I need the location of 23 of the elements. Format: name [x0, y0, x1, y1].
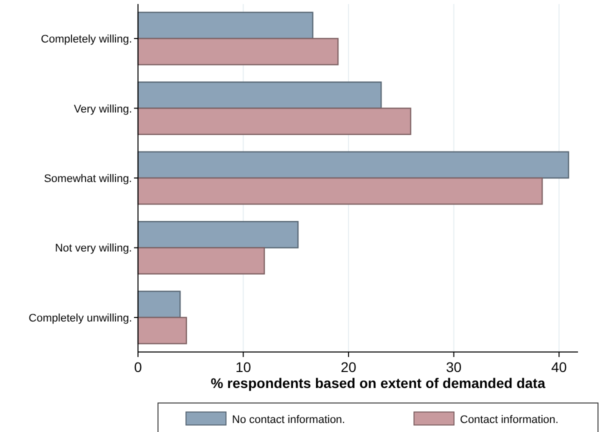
- legend-label: Contact information.: [460, 414, 558, 426]
- x-tick-label: 20: [340, 359, 357, 375]
- x-tick-label: 40: [551, 359, 568, 375]
- bar: [137, 316, 188, 344]
- bar: [137, 12, 314, 40]
- x-axis-title: % respondents based on extent of demanded data: [210, 375, 546, 391]
- bar: [137, 177, 543, 205]
- y-tick-label: Somewhat willing.: [44, 173, 132, 185]
- y-tick-label: Not very willing.: [54, 242, 132, 255]
- bar: [137, 38, 339, 66]
- y-tick-label: Completely willing.: [40, 34, 132, 46]
- legend-label: No contact information.: [232, 414, 346, 426]
- bar: [137, 151, 570, 179]
- y-tick-label: Completely unwilling.: [28, 312, 132, 324]
- bar: [137, 220, 299, 248]
- x-tick-label: 10: [235, 359, 252, 375]
- x-tick-label: 30: [446, 359, 462, 375]
- x-tick-label: 0: [134, 359, 142, 375]
- bar: [137, 108, 412, 136]
- bar: [137, 247, 265, 274]
- bar: [137, 82, 382, 109]
- bar: [137, 290, 181, 318]
- y-tick-label: Very willing.: [74, 103, 132, 116]
